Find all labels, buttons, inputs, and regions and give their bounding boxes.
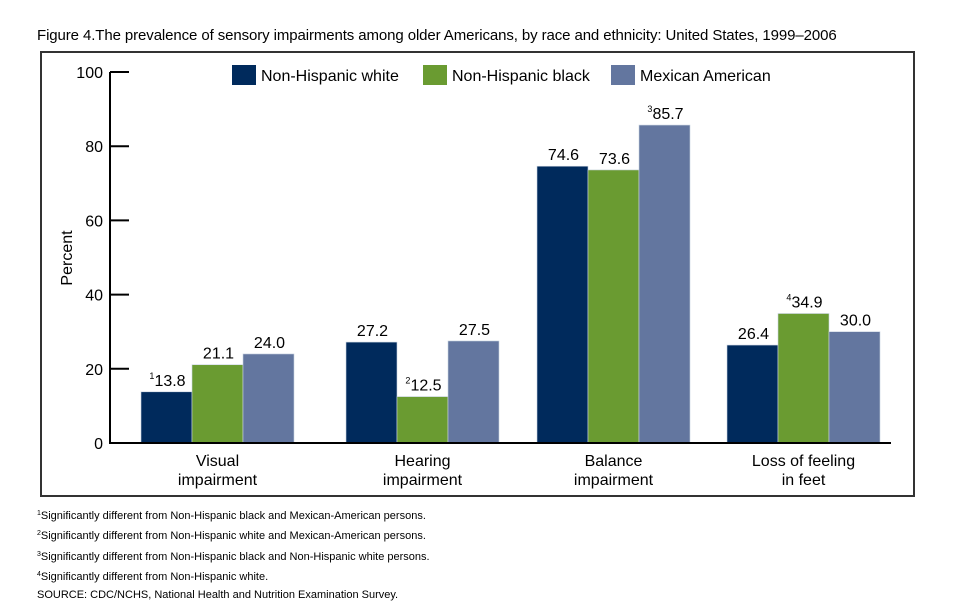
footnote-marker: 1 [149,371,154,381]
y-tick-label: 20 [85,362,103,379]
bar [345,341,398,444]
footnote-mark: 3 [37,550,41,558]
footnote-text: Significantly different from Non-Hispani… [40,510,426,522]
y-tick-label: 60 [85,213,103,230]
x-tick-label: impairment [574,472,654,489]
legend-label: Non-Hispanic black [452,68,591,85]
bar [828,331,881,444]
y-tick-label: 0 [94,436,103,453]
footnotes: 1Significantly different from Non-Hispan… [37,505,430,604]
bar [777,313,830,444]
x-tick-label: Balance [585,453,643,470]
x-tick-label: impairment [383,472,463,489]
footnote-mark: 1 [37,510,41,517]
x-tick-label: Loss of feeling [752,453,855,470]
legend-swatch [232,65,256,85]
footnote-2: 2Significantly different from Non-Hispan… [37,525,430,545]
bar [587,169,640,444]
source-note: SOURCE: CDC/NCHS, National Health and Nu… [37,589,399,602]
legend-swatch [423,65,447,85]
x-tick-label: Hearing [394,453,450,470]
footnote-mark: 4 [37,570,41,578]
bar [536,165,589,444]
data-label: 73.6 [599,151,630,168]
data-value: 12.5 [410,378,441,395]
legend-swatch [611,65,635,85]
footnote-4: 4Significantly different from Non-Hispan… [37,566,430,586]
data-label: 26.4 [738,326,769,343]
bar [242,353,295,444]
data-label: 21.1 [203,346,234,363]
legend-label: Non-Hispanic white [261,68,399,85]
footnote-marker: 2 [405,376,410,386]
footnote-3: 3Significantly different from Non-Hispan… [37,546,430,566]
bar [140,391,193,444]
chart-frame [40,51,915,497]
footnote-text: Significantly different from Non-Hispani… [40,530,426,543]
data-label: 27.2 [357,323,388,340]
y-tick-label: 80 [85,139,103,156]
data-label: 434.9 [786,293,822,312]
bar [447,340,500,444]
chart-title: Figure 4.The prevalence of sensory impai… [37,27,837,44]
footnote-text: Significantly different from Non-Hispani… [40,550,430,563]
x-tick-label: impairment [178,472,258,489]
bar [726,344,779,444]
data-value: 85.7 [652,106,683,123]
bar [638,124,691,444]
footnote-marker: 3 [647,104,652,114]
data-label: 113.8 [149,371,185,390]
data-label: 27.5 [459,322,490,339]
y-axis-label: Percent [59,230,76,286]
data-value: 13.8 [154,373,185,390]
footnote-1: 1Significantly different from Non-Hispan… [37,505,430,525]
data-label: 212.5 [405,376,441,395]
y-tick-label: 100 [76,65,103,82]
footnote-mark: 2 [37,530,41,538]
x-tick-label: in feet [782,472,826,489]
footnote-text: Significantly different from Non-Hispani… [40,570,269,583]
legend-label: Mexican American [640,68,771,85]
data-value: 34.9 [791,295,822,312]
bar [396,396,449,444]
data-label: 74.6 [548,147,579,164]
data-label: 385.7 [647,104,683,123]
data-label: 30.0 [840,313,871,330]
bar [191,364,244,444]
data-label: 24.0 [254,335,285,352]
footnote-marker: 4 [786,293,791,303]
x-tick-label: Visual [196,453,239,470]
y-tick-label: 40 [85,288,103,305]
